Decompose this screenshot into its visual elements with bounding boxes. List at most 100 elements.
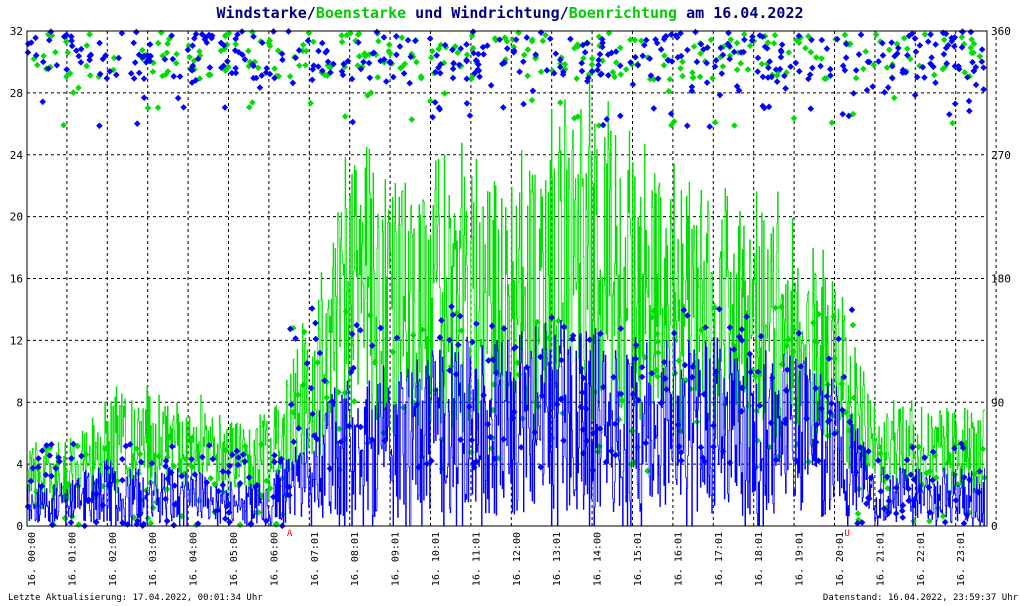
gust-direction-point bbox=[622, 66, 630, 73]
gust-direction-point bbox=[454, 49, 461, 57]
wind-direction-point bbox=[818, 36, 826, 44]
gust-direction-point bbox=[846, 40, 854, 48]
wind-speed-path bbox=[27, 320, 985, 527]
y-left-tick-label: 8 bbox=[16, 396, 23, 409]
wind-direction-point bbox=[456, 312, 464, 320]
wind-direction-point bbox=[171, 501, 179, 508]
wind-direction-point bbox=[63, 31, 70, 39]
wind-direction-point bbox=[48, 472, 55, 480]
gust-direction-point bbox=[809, 319, 817, 327]
wind-direction-point bbox=[617, 325, 625, 332]
wind-direction-point bbox=[373, 28, 381, 36]
gust-direction-point bbox=[612, 59, 620, 66]
wind-direction-point bbox=[963, 511, 971, 519]
gust-direction-point bbox=[361, 50, 368, 57]
gust-direction-point bbox=[949, 119, 956, 127]
wind-direction-point bbox=[543, 67, 551, 74]
wind-direction-point bbox=[681, 361, 689, 369]
gust-direction-point bbox=[588, 61, 596, 68]
gust-direction-point bbox=[463, 51, 471, 58]
wind-direction-point bbox=[99, 55, 107, 63]
gust-direction-point bbox=[754, 437, 761, 444]
gust-direction-point bbox=[162, 71, 170, 78]
wind-direction-point bbox=[875, 457, 882, 464]
gust-direction-point bbox=[733, 66, 741, 74]
gust-direction-point bbox=[696, 73, 704, 81]
wind-direction-point bbox=[423, 460, 431, 468]
wind-direction-point bbox=[426, 35, 434, 42]
y-right-tick-label: 0 bbox=[991, 520, 998, 533]
gust-direction-point bbox=[451, 43, 459, 50]
wind-direction-point bbox=[470, 464, 478, 471]
gust-direction-point bbox=[783, 342, 790, 350]
wind-direction-point bbox=[70, 440, 77, 448]
gust-direction-point bbox=[771, 31, 779, 39]
wind-direction-point bbox=[119, 476, 126, 484]
wind-direction-point bbox=[711, 63, 719, 70]
gust-direction-point bbox=[510, 43, 518, 51]
wind-direction-point bbox=[295, 46, 303, 54]
wind-direction-point bbox=[245, 474, 253, 481]
wind-direction-point bbox=[948, 37, 956, 45]
gust-direction-point bbox=[785, 49, 793, 56]
gust-direction-point bbox=[812, 54, 820, 61]
wind-direction-point bbox=[604, 51, 612, 58]
wind-direction-point bbox=[588, 67, 596, 75]
wind-direction-point bbox=[905, 32, 913, 40]
wind-direction-point bbox=[955, 62, 962, 70]
gust-direction-point bbox=[110, 54, 118, 62]
wind-direction-point bbox=[232, 35, 239, 43]
wind-direction-point bbox=[978, 58, 986, 65]
wind-direction-point bbox=[959, 28, 966, 36]
wind-direction-point bbox=[203, 39, 211, 46]
wind-direction-point bbox=[978, 46, 986, 53]
wind-direction-point bbox=[510, 47, 518, 55]
wind-direction-point bbox=[674, 421, 682, 429]
wind-direction-point bbox=[965, 97, 973, 105]
gust-direction-point bbox=[961, 69, 968, 76]
wind-direction-point bbox=[823, 392, 831, 400]
gust-direction-point bbox=[364, 92, 371, 99]
gust-direction-point bbox=[205, 71, 212, 78]
wind-direction-point bbox=[703, 59, 710, 67]
wind-direction-point bbox=[764, 74, 772, 81]
wind-direction-point bbox=[400, 70, 408, 77]
wind-direction-point bbox=[303, 360, 311, 367]
wind-direction-point bbox=[360, 58, 367, 66]
wind-direction-point bbox=[337, 438, 345, 446]
gust-direction-point bbox=[324, 62, 332, 69]
wind-direction-point bbox=[366, 74, 374, 82]
wind-direction-point bbox=[103, 75, 111, 82]
gust-direction-point bbox=[727, 36, 735, 43]
wind-direction-point bbox=[271, 74, 278, 82]
wind-direction-point bbox=[224, 57, 231, 65]
x-tick-label: 16. 19:01 bbox=[795, 532, 806, 586]
wind-direction-point bbox=[393, 334, 401, 342]
title-boenstarke: Boenstarke bbox=[315, 4, 407, 22]
gust-direction-point bbox=[159, 72, 166, 80]
wind-direction-point bbox=[951, 43, 958, 50]
wind-direction-point bbox=[766, 58, 774, 65]
wind-direction-point bbox=[93, 490, 100, 498]
gust-direction-point bbox=[675, 357, 683, 365]
wind-direction-point bbox=[667, 110, 675, 118]
title-windstarke: Windstarke bbox=[216, 4, 307, 22]
gust-direction-point bbox=[225, 29, 233, 37]
wind-direction-point bbox=[235, 454, 242, 461]
wind-direction-point bbox=[891, 52, 898, 60]
wind-direction-point bbox=[912, 48, 920, 56]
gust-direction-point bbox=[157, 29, 165, 36]
gust-direction-point bbox=[75, 521, 83, 528]
wind-direction-point bbox=[176, 73, 184, 80]
wind-direction-point bbox=[632, 53, 639, 61]
gust-direction-point bbox=[249, 99, 256, 106]
wind-direction-point bbox=[761, 43, 769, 51]
wind-direction-point bbox=[580, 374, 587, 382]
wind-direction-point bbox=[386, 59, 394, 67]
wind-direction-point bbox=[396, 43, 404, 50]
gust-direction-point bbox=[83, 62, 90, 70]
wind-direction-point bbox=[222, 515, 229, 522]
wind-direction-point bbox=[776, 65, 784, 73]
wind-direction-point bbox=[263, 517, 270, 525]
gust-direction-point bbox=[740, 30, 748, 38]
